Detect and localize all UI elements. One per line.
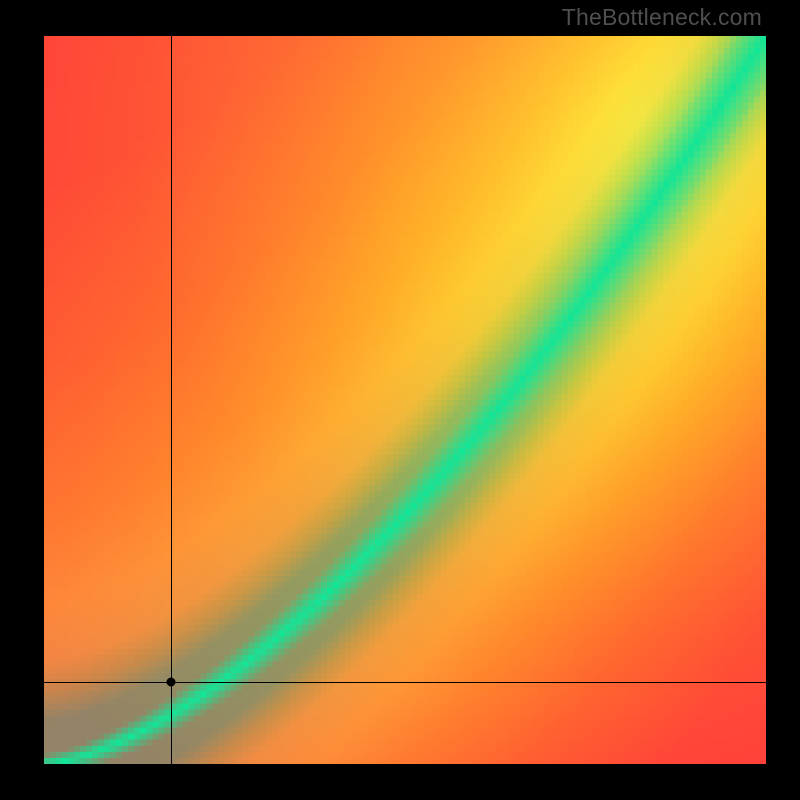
watermark-label: TheBottleneck.com [562, 4, 762, 31]
crosshair-vertical [171, 36, 172, 764]
chart-frame: TheBottleneck.com [0, 0, 800, 800]
bottleneck-heatmap [44, 36, 766, 764]
crosshair-horizontal [44, 682, 766, 683]
crosshair-marker-dot [167, 678, 176, 687]
